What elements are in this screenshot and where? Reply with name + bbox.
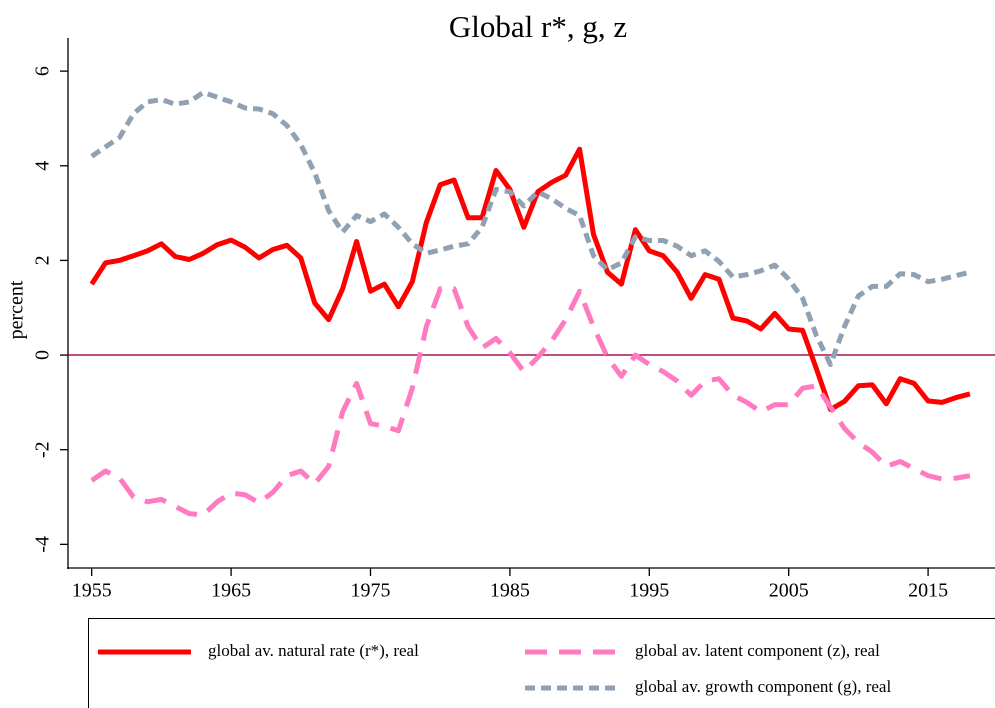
legend-label: global av. natural rate (r*), real	[208, 641, 419, 660]
y-tick-label: -4	[32, 536, 54, 553]
x-tick-label: 1995	[629, 580, 669, 602]
x-tick-label: 1955	[72, 580, 112, 602]
legend-label: global av. growth component (g), real	[635, 677, 891, 696]
y-tick-label: -2	[32, 441, 54, 458]
x-tick-label: 2005	[769, 580, 809, 602]
series-line	[90, 89, 971, 367]
x-tick-label: 1975	[350, 580, 390, 602]
series-line	[90, 286, 971, 518]
series-line	[89, 146, 971, 412]
legend-label: global av. latent component (z), real	[635, 641, 880, 660]
y-axis-label: percent	[6, 280, 28, 339]
x-tick-label: 1965	[211, 580, 251, 602]
legend-box	[88, 618, 995, 708]
x-tick-label: 2015	[908, 580, 948, 602]
chart-title: Global r*, g, z	[449, 9, 627, 44]
x-tick-label: 1985	[490, 580, 530, 602]
y-tick-label: 0	[32, 350, 54, 360]
y-tick-label: 2	[32, 255, 54, 265]
y-tick-label: 4	[32, 161, 54, 171]
y-tick-label: 6	[32, 66, 54, 76]
